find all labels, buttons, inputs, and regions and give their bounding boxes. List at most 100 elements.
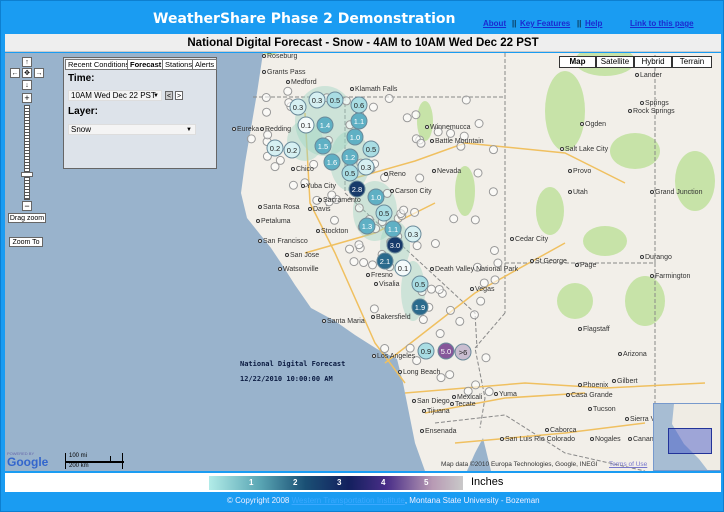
next-time-button[interactable]: > bbox=[175, 91, 183, 100]
zoom-out-button[interactable]: − bbox=[22, 201, 32, 211]
snow-marker[interactable]: 0.3 bbox=[357, 158, 375, 176]
snow-marker[interactable]: 0.9 bbox=[417, 342, 435, 360]
city-label: Nevada bbox=[437, 168, 461, 175]
link-to-this-page[interactable]: Link to this page bbox=[630, 19, 694, 28]
snow-marker[interactable]: 0.2 bbox=[283, 141, 301, 159]
snow-marker-value: 3.0 bbox=[390, 241, 400, 250]
tab-forecast[interactable]: Forecast bbox=[127, 59, 165, 70]
snow-marker[interactable]: 0.3 bbox=[289, 98, 307, 116]
city-label: San Jose bbox=[290, 252, 319, 259]
station-marker bbox=[488, 145, 498, 155]
station-marker bbox=[341, 96, 351, 106]
snow-marker[interactable]: 2.8 bbox=[348, 180, 366, 198]
tab-alerts[interactable]: Alerts bbox=[192, 59, 218, 70]
zoom-to-button[interactable]: Zoom To bbox=[9, 237, 43, 247]
time-select[interactable]: 10AM Wed Dec 22 PST ▼ bbox=[68, 90, 162, 101]
help-link[interactable]: Help bbox=[585, 19, 603, 28]
snow-marker[interactable]: 0.1 bbox=[297, 116, 315, 134]
snow-marker-circle bbox=[417, 342, 435, 360]
pan-down-button[interactable]: ↓ bbox=[22, 80, 32, 90]
map-type-map[interactable]: Map bbox=[559, 56, 596, 68]
pan-right-button[interactable]: → bbox=[34, 68, 44, 78]
snow-marker[interactable]: 0.5 bbox=[326, 91, 344, 109]
snow-marker[interactable]: 0.6 bbox=[350, 96, 368, 114]
snow-marker[interactable]: 0.3 bbox=[404, 225, 422, 243]
city: Salt Lake City bbox=[560, 146, 609, 153]
city: Grand Junction bbox=[650, 189, 703, 196]
snow-marker[interactable]: 1.4 bbox=[316, 116, 334, 134]
chevron-down-icon: ▼ bbox=[186, 127, 192, 133]
snow-marker[interactable]: 1.0 bbox=[346, 128, 364, 146]
pan-up-button[interactable]: ↑ bbox=[22, 57, 32, 67]
station-marker bbox=[309, 159, 319, 169]
pan-center-button[interactable]: ✥ bbox=[22, 68, 32, 78]
drag-zoom-button[interactable]: Drag zoom bbox=[8, 213, 46, 223]
city-label: Lander bbox=[640, 72, 662, 79]
terms-of-use-link[interactable]: Terms of Use bbox=[609, 461, 648, 468]
zoom-slider-thumb[interactable] bbox=[21, 171, 33, 177]
station-marker bbox=[402, 113, 412, 123]
snow-marker[interactable]: 0.5 bbox=[362, 140, 380, 158]
pan-left-button[interactable]: ← bbox=[10, 68, 20, 78]
city-dot bbox=[494, 392, 498, 396]
snow-marker[interactable]: 0.2 bbox=[266, 139, 284, 157]
snow-marker-value: 0.3 bbox=[293, 103, 303, 112]
map[interactable]: Roseburg Grants Pass Medford Klamath Falls E… bbox=[5, 53, 721, 471]
snow-marker[interactable]: 1.9 bbox=[411, 298, 429, 316]
snow-marker[interactable]: 1.3 bbox=[358, 217, 376, 235]
snow-marker[interactable]: 0.5 bbox=[341, 164, 359, 182]
snow-marker[interactable]: 1.1 bbox=[350, 112, 368, 130]
key-features-link[interactable]: Key Features bbox=[520, 19, 571, 28]
zoom-slider-track[interactable] bbox=[24, 105, 30, 200]
snow-marker[interactable]: 1.6 bbox=[323, 153, 341, 171]
station-marker bbox=[415, 173, 425, 183]
city: Farmington bbox=[650, 273, 691, 280]
forest-patch bbox=[417, 101, 433, 141]
institute-link[interactable]: Western Transportation Institute bbox=[291, 496, 405, 505]
tab-recent-conditions[interactable]: Recent Conditions bbox=[65, 59, 133, 70]
snow-marker[interactable]: 0.5 bbox=[375, 204, 393, 222]
city: Mexicali bbox=[452, 394, 483, 401]
station-marker bbox=[473, 168, 483, 178]
map-type-satellite[interactable]: Satellite bbox=[596, 56, 634, 68]
map-type-hybrid[interactable]: Hybrid bbox=[634, 56, 672, 68]
snow-marker[interactable]: 1.1 bbox=[384, 220, 402, 238]
snow-marker[interactable]: 5.0 bbox=[437, 342, 455, 360]
about-link[interactable]: About bbox=[483, 19, 507, 28]
snow-marker[interactable]: >6 bbox=[454, 343, 472, 361]
snow-marker[interactable]: 1.0 bbox=[367, 188, 385, 206]
snow-marker[interactable]: 0.5 bbox=[411, 275, 429, 293]
map-type-terrain[interactable]: Terrain bbox=[672, 56, 712, 68]
overlay-title: National Digital Forecast bbox=[240, 360, 346, 368]
city: Durango bbox=[640, 254, 672, 261]
map-canvas[interactable]: Roseburg Grants Pass Medford Klamath Falls E… bbox=[5, 53, 721, 471]
zoom-in-button[interactable]: + bbox=[22, 93, 32, 103]
snow-marker[interactable]: 2.1 bbox=[376, 252, 394, 270]
city-label: Cedar City bbox=[515, 236, 549, 243]
city-label: Medford bbox=[291, 79, 317, 86]
city-dot bbox=[316, 229, 320, 233]
snow-marker[interactable]: 1.5 bbox=[314, 137, 332, 155]
city-label: Nogales bbox=[595, 436, 621, 443]
city-dot bbox=[301, 184, 305, 188]
forest-patch bbox=[536, 187, 564, 235]
city-dot bbox=[640, 255, 644, 259]
snow-marker[interactable]: 0.1 bbox=[394, 259, 412, 277]
overview-viewport[interactable] bbox=[668, 428, 712, 454]
city: Reno bbox=[384, 171, 406, 178]
snow-marker[interactable]: 3.0 bbox=[386, 236, 404, 254]
station-marker bbox=[455, 316, 465, 326]
station-marker bbox=[433, 127, 443, 137]
snow-marker-value: 1.6 bbox=[327, 158, 337, 167]
overview-map[interactable] bbox=[653, 403, 721, 471]
city-label: San Diego bbox=[417, 398, 450, 405]
previous-time-button[interactable]: < bbox=[165, 91, 173, 100]
layer-select[interactable]: Snow ▼ bbox=[68, 124, 196, 135]
city-dot bbox=[560, 147, 564, 151]
city-dot bbox=[530, 259, 534, 263]
station-marker bbox=[446, 128, 456, 138]
tab-stations[interactable]: Stations bbox=[162, 59, 196, 70]
snow-marker[interactable]: 0.3 bbox=[308, 91, 326, 109]
station-marker bbox=[412, 241, 422, 251]
snow-marker[interactable]: 1.2 bbox=[341, 148, 359, 166]
